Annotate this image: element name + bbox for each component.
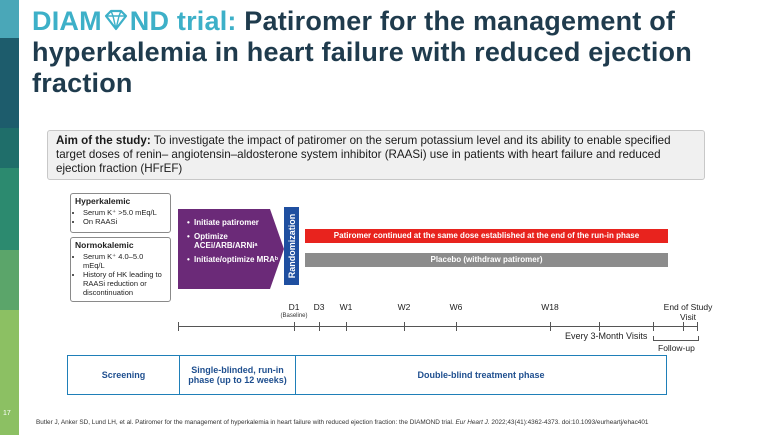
visit-w6: W6 bbox=[449, 302, 463, 312]
hyperkalemic-heading: Hyperkalemic bbox=[75, 196, 131, 206]
slide-title: DIAM ND trial: Patiromer for the manageme… bbox=[32, 6, 752, 99]
timeline-tick bbox=[346, 322, 347, 331]
placebo-arm-bar: Placebo (withdraw patiromer) bbox=[305, 253, 668, 267]
timeline-tick bbox=[178, 322, 179, 331]
timeline-tick bbox=[456, 322, 457, 331]
runin-steps: Initiate patiromer Optimize ACEi/ARB/ARN… bbox=[187, 218, 293, 268]
sidebar-stripe bbox=[0, 250, 19, 310]
visit-w1: W1 bbox=[339, 302, 353, 312]
reference-details: 2022;43(41):4362-4373. doi:10.1093/eurhe… bbox=[489, 419, 649, 426]
sidebar-stripes: 17 bbox=[0, 0, 19, 435]
list-item: History of HK leading to RAASi reduction… bbox=[83, 270, 166, 297]
phase-screening: Screening bbox=[68, 356, 180, 394]
visit-end-of-study: End of Study Visit bbox=[663, 302, 713, 322]
visit-d1: D1 bbox=[288, 302, 300, 312]
phase-runin: Single-blinded, run-in phase (up to 12 w… bbox=[180, 356, 296, 394]
reference-journal: Eur Heart J. bbox=[455, 419, 490, 426]
aim-box: Aim of the study: To investigate the imp… bbox=[47, 130, 705, 180]
timeline-tick bbox=[404, 322, 405, 331]
runin-step: Optimize ACEi/ARB/ARNiᵃ bbox=[187, 232, 293, 251]
followup-label: Follow-up bbox=[658, 343, 695, 353]
timeline-tick bbox=[599, 322, 600, 331]
timeline-tick bbox=[653, 322, 654, 331]
title-rest: Patiromer for the management of hyperkal… bbox=[32, 6, 692, 98]
reference-text: Butler J, Anker SD, Lund LH, et al. Pati… bbox=[36, 419, 456, 426]
visit-w2: W2 bbox=[397, 302, 411, 312]
reference-citation: Butler J, Anker SD, Lund LH, et al. Pati… bbox=[36, 419, 648, 426]
timeline-tick bbox=[683, 322, 684, 331]
hyperkalemic-box: Hyperkalemic Serum K⁺ >5.0 mEq/L On RAAS… bbox=[70, 193, 171, 233]
timeline-tick bbox=[319, 322, 320, 331]
diamond-icon bbox=[104, 9, 127, 31]
title-trial-name-part1: DIAM bbox=[32, 6, 102, 36]
visit-w18: W18 bbox=[541, 302, 559, 312]
phase-double-blind: Double-blind treatment phase bbox=[417, 370, 545, 380]
randomization-bar: Randomization bbox=[284, 207, 299, 285]
aim-label: Aim of the study: bbox=[56, 134, 151, 147]
patiromer-arm-bar: Patiromer continued at the same dose est… bbox=[305, 229, 668, 243]
visit-baseline: (Baseline) bbox=[280, 313, 308, 319]
slide-number: 17 bbox=[3, 410, 11, 417]
every-3-month-visits-label: Every 3-Month Visits bbox=[565, 331, 648, 341]
sidebar-stripe bbox=[0, 168, 19, 250]
runin-step: Initiate patiromer bbox=[187, 218, 293, 228]
normokalemic-heading: Normokalemic bbox=[75, 240, 134, 250]
normokalemic-list: Serum K⁺ 4.0–5.0 mEq/L History of HK lea… bbox=[75, 252, 166, 297]
sidebar-stripe bbox=[0, 310, 19, 435]
list-item: Serum K⁺ 4.0–5.0 mEq/L bbox=[83, 252, 166, 270]
list-item: On RAASi bbox=[83, 217, 166, 226]
list-item: Serum K⁺ >5.0 mEq/L bbox=[83, 208, 166, 217]
title-trial-name-part2: ND trial: bbox=[129, 6, 237, 36]
timeline-tick bbox=[294, 322, 295, 331]
visit-d3: D3 bbox=[313, 302, 325, 312]
timeline-tick bbox=[697, 322, 698, 331]
sidebar-stripe bbox=[0, 38, 19, 128]
hyperkalemic-list: Serum K⁺ >5.0 mEq/L On RAASi bbox=[75, 208, 166, 226]
timeline-tick bbox=[550, 322, 551, 331]
aim-text: To investigate the impact of patiromer o… bbox=[56, 134, 671, 175]
normokalemic-box: Normokalemic Serum K⁺ 4.0–5.0 mEq/L Hist… bbox=[70, 237, 171, 302]
sidebar-stripe bbox=[0, 0, 19, 38]
randomization-label: Randomization bbox=[286, 213, 297, 279]
timeline-axis bbox=[178, 326, 698, 327]
followup-bracket bbox=[653, 336, 699, 341]
sidebar-stripe bbox=[0, 128, 19, 168]
phase-row: Screening Single-blinded, run-in phase (… bbox=[67, 355, 667, 395]
runin-step: Initiate/optimize MRAᵇ bbox=[187, 255, 293, 265]
